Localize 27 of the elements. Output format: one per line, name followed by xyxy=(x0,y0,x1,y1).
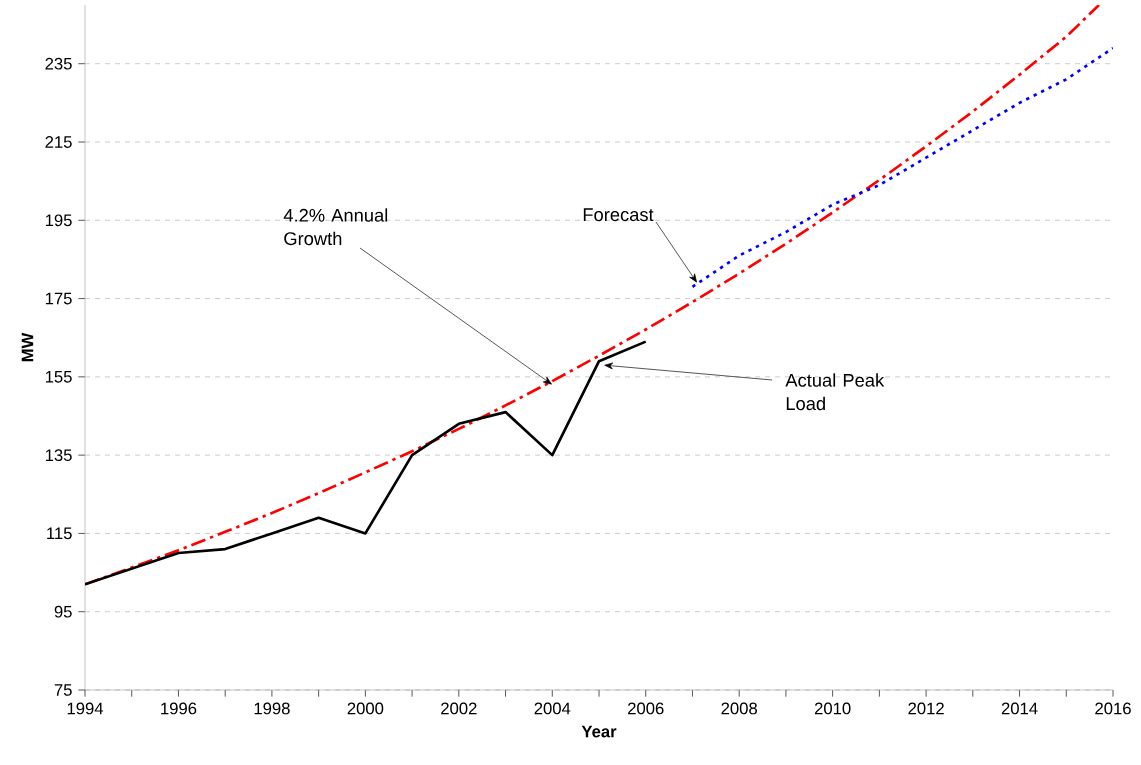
y-tick-label: 155 xyxy=(45,371,72,383)
y-tick-label: 115 xyxy=(47,527,72,540)
x-tick-label: 2016 xyxy=(1095,702,1131,715)
y-axis-title: MW xyxy=(21,332,34,362)
x-tick-label: 2002 xyxy=(441,702,477,715)
x-tick-label: 2006 xyxy=(628,702,664,715)
x-tick-label: 2000 xyxy=(347,702,384,715)
y-tick-label: 95 xyxy=(54,605,72,618)
x-tick-label: 2004 xyxy=(534,702,571,715)
y-tick-label: 135 xyxy=(45,449,72,462)
y-tick-label: 175 xyxy=(45,292,72,305)
y-tick-label: 215 xyxy=(45,136,72,148)
x-axis-title: Year xyxy=(581,725,617,738)
x-tick-label: 2014 xyxy=(1001,702,1038,715)
annotation: 4.2% Annual Growth xyxy=(283,208,388,246)
y-tick-label: 75 xyxy=(54,684,72,696)
y-tick-label: 195 xyxy=(45,214,72,227)
x-tick-label: 2010 xyxy=(814,702,851,715)
line-series xyxy=(691,46,1114,289)
annotation: Forecast xyxy=(583,208,654,222)
annotation: Actual Peak Load xyxy=(785,373,885,411)
y-tick-label: 235 xyxy=(45,57,72,70)
x-tick-label: 1994 xyxy=(67,702,104,715)
x-tick-label: 1996 xyxy=(161,702,197,715)
x-tick-label: 1998 xyxy=(254,702,290,715)
x-tick-label: 2012 xyxy=(908,702,944,715)
x-tick-label: 2008 xyxy=(721,702,757,715)
